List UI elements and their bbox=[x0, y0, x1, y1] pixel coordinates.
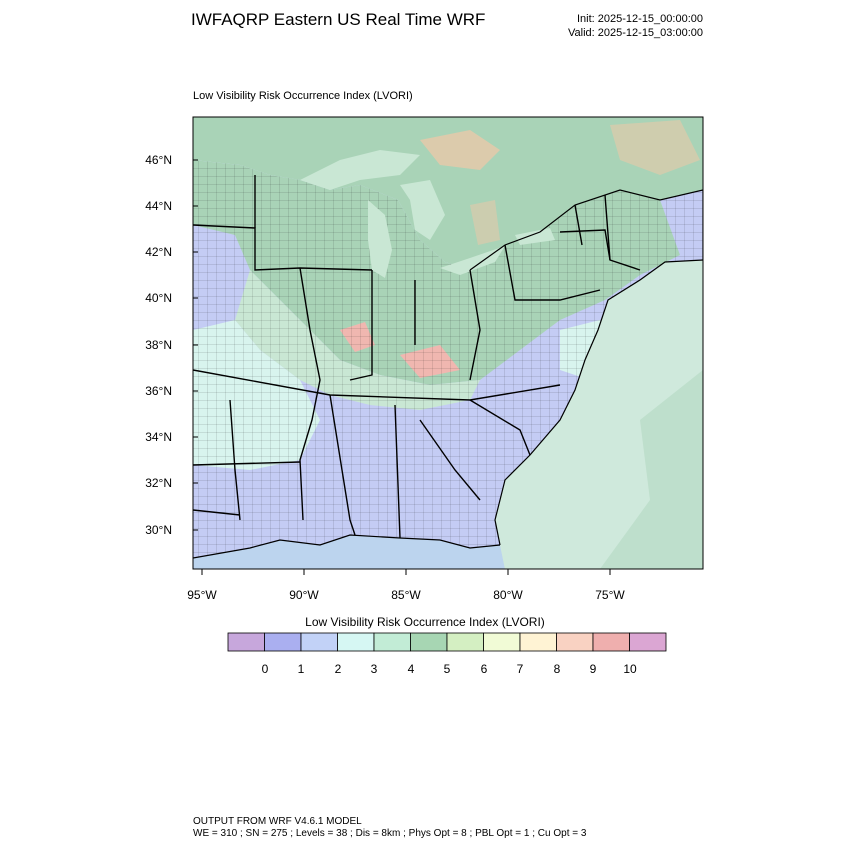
lake-michigan bbox=[368, 200, 392, 278]
lon-label: 75°W bbox=[595, 588, 625, 602]
lat-ticks bbox=[193, 159, 198, 531]
colorbar-swatch bbox=[410, 632, 448, 652]
atlantic-ocean bbox=[495, 260, 703, 569]
colorbar-label: 10 bbox=[623, 662, 637, 676]
lon-label: 95°W bbox=[187, 588, 217, 602]
colorbar-label: 6 bbox=[480, 662, 488, 676]
map-subtitle: Low Visibility Risk Occurrence Index (LV… bbox=[193, 90, 413, 102]
terrain-patch bbox=[470, 200, 500, 245]
lat-label: 46°N bbox=[145, 153, 172, 167]
colorbar-swatch bbox=[227, 632, 265, 652]
colorbar-label: 8 bbox=[553, 662, 561, 676]
coastlines bbox=[193, 189, 703, 559]
lon-ticks bbox=[201, 569, 611, 575]
lon-label: 90°W bbox=[289, 588, 319, 602]
colorbar-swatch bbox=[629, 632, 667, 652]
terrain-patch bbox=[610, 120, 700, 175]
valid-time: Valid: 2025-12-15_03:00:00 bbox=[568, 27, 703, 39]
colorbar-label: 0 bbox=[261, 662, 269, 676]
gulf-of-mexico bbox=[193, 535, 505, 569]
lake-ontario bbox=[515, 228, 555, 245]
lat-label: 34°N bbox=[145, 430, 172, 444]
lat-label: 38°N bbox=[145, 338, 172, 352]
colorbar-label: 2 bbox=[334, 662, 342, 676]
init-time: Init: 2025-12-15_00:00:00 bbox=[577, 13, 703, 25]
colorbar-swatch bbox=[519, 632, 557, 652]
colorbar-label: 4 bbox=[407, 662, 415, 676]
lake-superior bbox=[300, 150, 420, 190]
colorbar-label: 3 bbox=[370, 662, 378, 676]
colorbar-title: Low Visibility Risk Occurrence Index (LV… bbox=[305, 615, 545, 629]
colorbar-swatch bbox=[483, 632, 521, 652]
map-field bbox=[193, 117, 703, 569]
colorbar-swatch bbox=[373, 632, 411, 652]
lat-label: 40°N bbox=[145, 291, 172, 305]
lake-huron bbox=[400, 180, 445, 240]
lat-label: 32°N bbox=[145, 476, 172, 490]
colorbar-label: 1 bbox=[297, 662, 305, 676]
lon-label: 80°W bbox=[493, 588, 523, 602]
lat-label: 42°N bbox=[145, 245, 172, 259]
state-boundaries bbox=[193, 175, 641, 539]
colorbar bbox=[227, 632, 667, 652]
main-title: IWFAQRP Eastern US Real Time WRF bbox=[191, 10, 486, 29]
colorbar-label: 9 bbox=[589, 662, 597, 676]
footer-model-line: OUTPUT FROM WRF V4.6.1 MODEL bbox=[193, 816, 362, 827]
canada-land bbox=[193, 117, 703, 270]
colorbar-label: 5 bbox=[443, 662, 451, 676]
colorbar-label: 7 bbox=[516, 662, 524, 676]
colorbar-swatch bbox=[446, 632, 484, 652]
lat-label: 36°N bbox=[145, 384, 172, 398]
map-frame bbox=[192, 116, 704, 570]
county-boundaries bbox=[193, 160, 703, 558]
offshore-pattern bbox=[600, 370, 703, 569]
colorbar-swatch bbox=[556, 632, 594, 652]
lat-label: 44°N bbox=[145, 199, 172, 213]
terrain-patch bbox=[420, 130, 500, 170]
colorbar-swatch bbox=[337, 632, 375, 652]
lon-label: 85°W bbox=[391, 588, 421, 602]
lake-erie bbox=[440, 246, 505, 275]
colorbar-swatch bbox=[592, 632, 630, 652]
colorbar-swatch bbox=[264, 632, 302, 652]
lat-label: 30°N bbox=[145, 523, 172, 537]
colorbar-swatch bbox=[300, 632, 338, 652]
footer-config-line: WE = 310 ; SN = 275 ; Levels = 38 ; Dis … bbox=[193, 828, 587, 839]
